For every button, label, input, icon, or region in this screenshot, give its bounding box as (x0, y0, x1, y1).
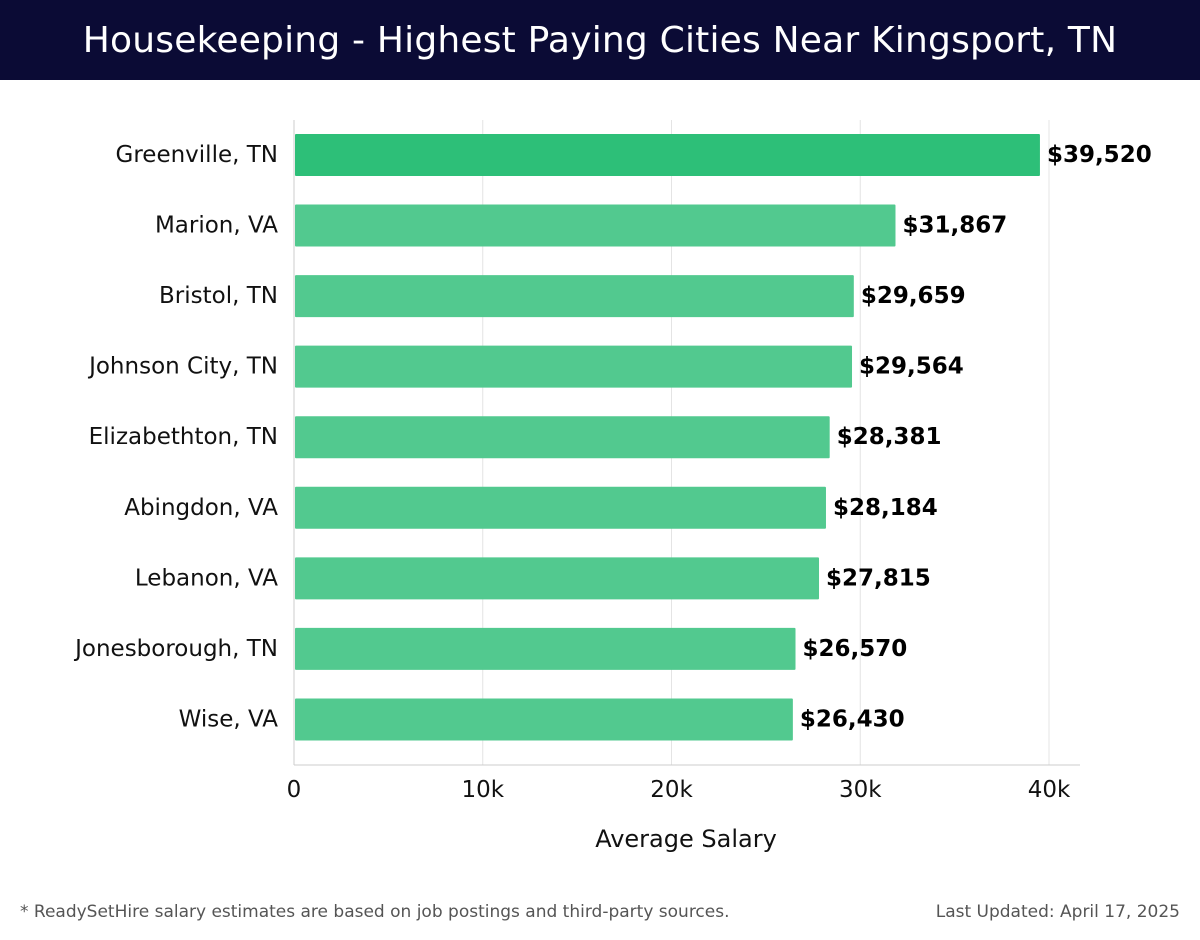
footer-note: * ReadySetHire salary estimates are base… (20, 902, 730, 922)
title-bar: Housekeeping - Highest Paying Cities Nea… (0, 0, 1200, 80)
category-label-7: Jonesborough, TN (73, 636, 278, 662)
page-title: Housekeeping - Highest Paying Cities Nea… (82, 19, 1118, 61)
bar-0 (295, 134, 1040, 176)
bar-6 (295, 557, 820, 600)
category-label-2: Bristol, TN (159, 283, 278, 309)
x-tick-label-0: 0 (287, 777, 302, 803)
category-label-4: Elizabethton, TN (89, 424, 278, 450)
salary-bar-chart: Greenville, TN $39,520 Marion, VA $31,867 Br… (73, 120, 1152, 853)
category-label-6: Lebanon, VA (135, 565, 278, 591)
category-label-3: Johnson City, TN (87, 354, 278, 380)
x-tick-label-3: 30k (839, 777, 882, 803)
category-label-8: Wise, VA (179, 706, 279, 732)
bar-5 (295, 486, 826, 529)
category-label-1: Marion, VA (155, 213, 278, 239)
bar-1 (295, 204, 896, 247)
x-tick-label-4: 40k (1028, 777, 1071, 803)
value-label-4: $28,381 (837, 424, 942, 450)
value-label-0: $39,520 (1047, 142, 1152, 168)
value-label-5: $28,184 (833, 495, 938, 521)
value-label-7: $26,570 (803, 636, 908, 662)
bar-3 (295, 345, 853, 388)
category-label-5: Abingdon, VA (124, 495, 278, 521)
bar-2 (295, 275, 854, 318)
value-label-6: $27,815 (826, 565, 931, 591)
bar-8 (295, 698, 793, 741)
last-updated: Last Updated: April 17, 2025 (935, 902, 1180, 922)
x-tick-label-1: 10k (461, 777, 504, 803)
x-tick-label-2: 20k (650, 777, 693, 803)
footer: * ReadySetHire salary estimates are base… (0, 898, 1200, 928)
value-label-1: $31,867 (902, 213, 1007, 239)
bar-7 (295, 627, 796, 670)
value-label-8: $26,430 (800, 706, 905, 732)
value-label-2: $29,659 (861, 283, 966, 309)
category-label-0: Greenville, TN (116, 142, 278, 168)
value-label-3: $29,564 (859, 354, 964, 380)
x-axis-title: Average Salary (595, 825, 777, 853)
bar-4 (295, 416, 830, 459)
